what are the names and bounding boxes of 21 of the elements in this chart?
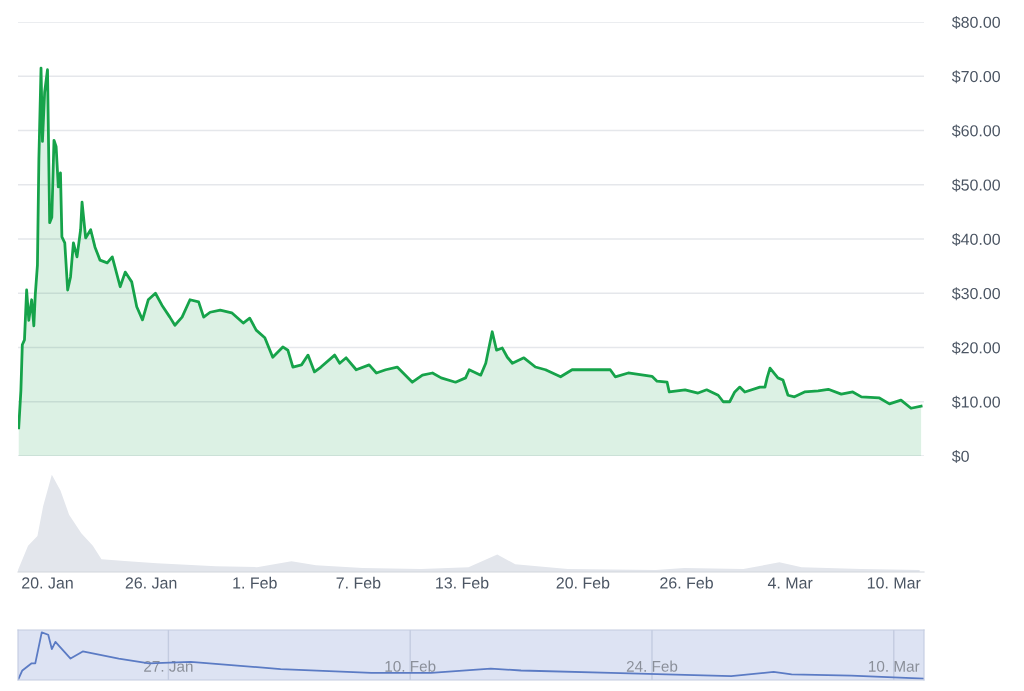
x-tick-label: 4. Mar bbox=[767, 577, 813, 589]
x-tick-label: 26. Feb bbox=[660, 576, 713, 589]
y-tick-label: $50.00 bbox=[951, 178, 1001, 192]
x-tick-label: 7. Feb bbox=[336, 576, 381, 589]
x-tick-label: 20. Feb bbox=[556, 576, 610, 589]
y-tick-label: $80.00 bbox=[951, 15, 1001, 29]
x-tick-label: 20. Jan bbox=[22, 577, 73, 589]
y-tick-label: $70.00 bbox=[951, 70, 1001, 84]
x-tick-label: 1. Feb bbox=[233, 576, 277, 589]
y-tick-label: $60.00 bbox=[951, 124, 1001, 138]
y-tick-label: $20.00 bbox=[951, 341, 1001, 355]
x-tick-label: 13. Feb bbox=[436, 576, 489, 589]
y-tick-label: $10.00 bbox=[951, 395, 1001, 409]
x-tick-label: 26. Jan bbox=[125, 577, 177, 589]
x-tick-label: 10. Mar bbox=[867, 577, 921, 589]
x-tick-label: 24. Feb bbox=[626, 660, 678, 672]
y-tick-label: $40.00 bbox=[951, 232, 1001, 246]
x-tick-label: 10. Mar bbox=[869, 660, 920, 672]
x-tick-label: 10. Feb bbox=[385, 660, 436, 672]
y-tick-label: $30.00 bbox=[951, 287, 1001, 301]
y-tick-label: $0 bbox=[951, 449, 969, 463]
